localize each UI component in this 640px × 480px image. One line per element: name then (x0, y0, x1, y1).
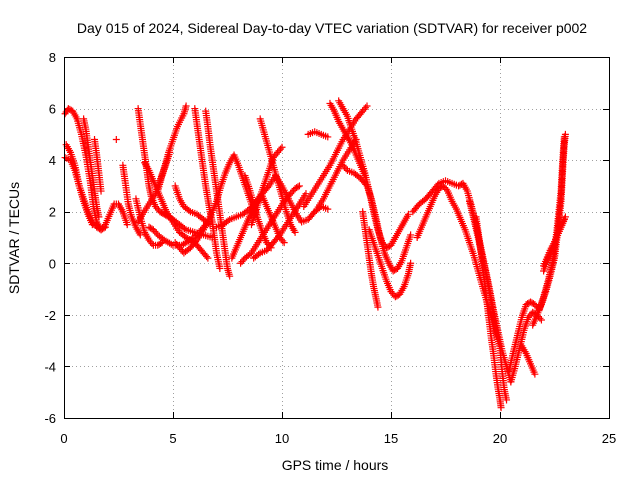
data-point (497, 404, 505, 412)
y-tick-label: -2 (44, 308, 56, 323)
data-point (374, 303, 382, 311)
data-point (239, 256, 247, 264)
x-tick-label: 15 (384, 431, 398, 446)
series-s34 (409, 177, 515, 386)
data-point (442, 185, 450, 193)
data-point (362, 180, 370, 188)
series-s9 (134, 105, 216, 241)
data-point (255, 250, 263, 258)
series-s19 (228, 192, 288, 262)
data-point (407, 259, 415, 267)
series-s31 (359, 208, 382, 311)
series-s39 (518, 342, 539, 378)
data-point (278, 143, 286, 151)
data-point (136, 231, 144, 239)
data-point (531, 370, 539, 378)
series-s3 (62, 141, 96, 229)
series-s32 (365, 226, 415, 301)
y-tick-label: 4 (49, 153, 56, 168)
series-s27 (304, 128, 332, 141)
data-point (157, 240, 165, 248)
data-point (203, 253, 211, 261)
data-point (204, 254, 212, 262)
data-point (561, 213, 569, 221)
series-s37 (505, 298, 543, 376)
data-point (152, 229, 160, 237)
series-s24 (256, 115, 299, 236)
x-tick-label: 25 (602, 431, 616, 446)
data-point (101, 223, 109, 231)
data-point (560, 133, 568, 141)
data-point (180, 224, 188, 232)
data-points (61, 97, 569, 412)
data-point (404, 210, 412, 218)
data-point (291, 228, 299, 236)
data-point (277, 145, 285, 153)
data-point (246, 250, 254, 258)
data-point (294, 183, 302, 191)
data-point (267, 244, 275, 252)
chart-title: Day 015 of 2024, Sidereal Day-to-day VTE… (77, 20, 587, 36)
y-tick-label: -4 (44, 359, 56, 374)
data-point (275, 232, 283, 240)
series-s30 (339, 161, 415, 275)
series-s8 (132, 195, 166, 249)
data-point (279, 237, 287, 245)
data-point (503, 396, 511, 404)
data-point (216, 264, 224, 272)
series-s13 (154, 148, 174, 195)
data-point (295, 182, 303, 190)
data-point (123, 221, 131, 229)
data-point (407, 231, 415, 239)
series-s23 (241, 172, 275, 252)
series-s5 (91, 136, 105, 195)
data-point (185, 206, 193, 214)
series-s15 (191, 105, 224, 272)
y-tick-label: 2 (49, 205, 56, 220)
x-tick-label: 10 (275, 431, 289, 446)
plot-frame (64, 57, 610, 419)
data-point (97, 187, 105, 195)
data-point (112, 136, 120, 144)
data-point (342, 165, 350, 173)
y-tick-label: -6 (44, 411, 56, 426)
data-point (324, 205, 332, 213)
data-point (88, 221, 96, 229)
series-s4 (80, 115, 103, 221)
x-axis-label: GPS time / hours (282, 457, 389, 473)
data-point (100, 224, 108, 232)
x-tick-label: 5 (169, 431, 176, 446)
y-tick-label: 0 (49, 256, 56, 271)
x-tick-label: 20 (493, 431, 507, 446)
series-s43 (540, 213, 569, 270)
data-point (95, 213, 103, 221)
data-point (226, 272, 234, 280)
series-s25 (300, 102, 371, 211)
series-s7 (119, 161, 144, 239)
series-s29 (335, 97, 412, 252)
series-s36 (472, 213, 505, 412)
data-point (362, 104, 370, 112)
data-point (537, 316, 545, 324)
data-point (148, 240, 156, 248)
data-point (363, 102, 371, 110)
y-tick-label: 8 (49, 50, 56, 65)
data-point (224, 217, 232, 225)
y-tick-label: 6 (49, 102, 56, 117)
data-point (266, 242, 274, 250)
series-s6 (112, 136, 120, 144)
series-s26 (313, 136, 360, 213)
data-point (192, 238, 200, 246)
x-tick-label: 0 (60, 431, 67, 446)
y-axis-label: SDTVAR / TECUs (6, 182, 22, 294)
data-point (182, 102, 190, 110)
data-point (324, 133, 332, 141)
data-point (166, 148, 174, 156)
data-point (280, 239, 288, 247)
series-s2 (61, 105, 109, 234)
series-s41 (535, 133, 568, 314)
